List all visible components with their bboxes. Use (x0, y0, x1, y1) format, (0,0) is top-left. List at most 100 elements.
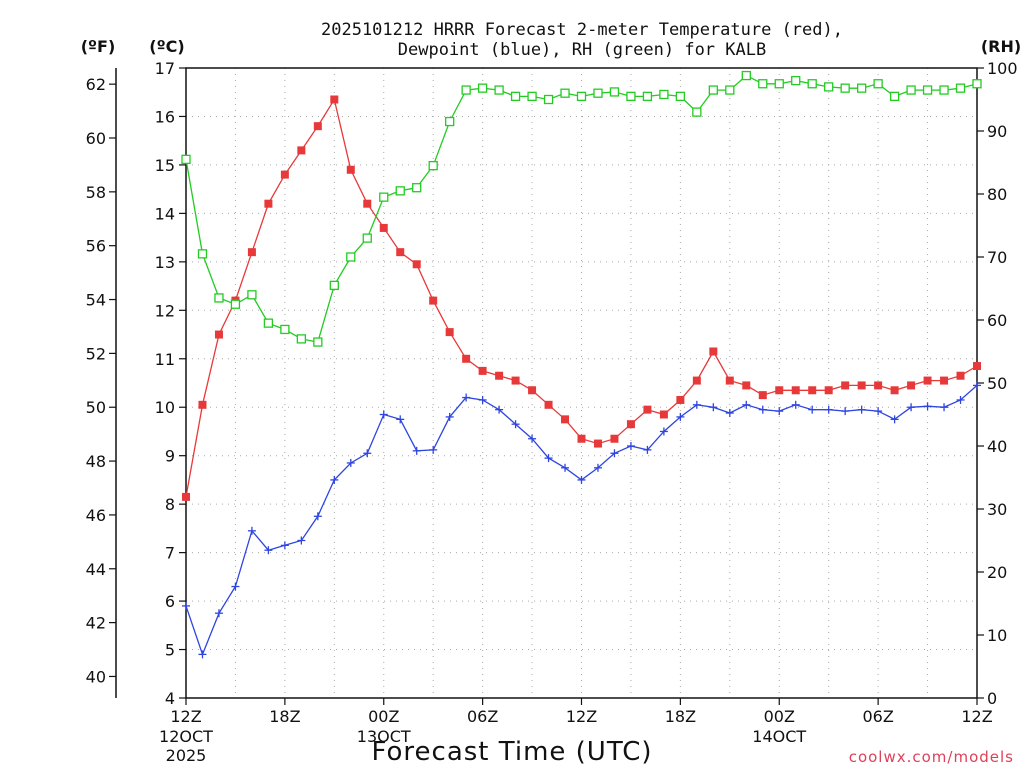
x-tick-sublabel: 13OCT (357, 727, 411, 746)
fahrenheit-tick-label: 62 (86, 75, 106, 94)
x-tick-label: 12Z (961, 707, 992, 726)
dewpoint-point (857, 405, 866, 414)
rh-point (296, 334, 307, 344)
rh-point (362, 233, 372, 243)
temperature-point (330, 95, 339, 104)
fahrenheit-tick-label: 54 (86, 291, 106, 310)
rh-point (758, 79, 768, 89)
fahrenheit-unit-label: (ºF) (81, 37, 116, 56)
dewpoint-point (313, 512, 322, 521)
temperature-point (857, 381, 866, 390)
dewpoint-point (709, 403, 718, 412)
temperature-point (297, 146, 306, 155)
rh-point (197, 249, 208, 259)
fahrenheit-tick-label: 50 (86, 398, 106, 417)
fahrenheit-tick-label: 56 (86, 237, 106, 256)
rh-point (445, 116, 455, 127)
rh-tick-label: 60 (987, 311, 1007, 330)
celsius-tick-label: 17 (155, 59, 175, 78)
temperature-point (313, 122, 322, 131)
celsius-tick-label: 11 (155, 350, 175, 369)
temperature-point (890, 386, 899, 395)
temperature-point (808, 386, 817, 395)
dewpoint-point (973, 381, 981, 390)
dewpoint-point (561, 463, 570, 472)
celsius-tick-label: 7 (165, 544, 175, 563)
rh-point (972, 79, 982, 89)
temperature-point (495, 371, 504, 380)
dewpoint-point (643, 445, 652, 454)
rh-point (807, 79, 817, 89)
dewpoint-point (330, 475, 339, 484)
rh-point (642, 91, 653, 101)
dewpoint-point (280, 541, 289, 550)
rh-unit-label: (RH) (981, 37, 1021, 56)
dewpoint-point (610, 449, 619, 458)
dewpoint-point (495, 405, 504, 414)
dewpoint-point (544, 454, 553, 463)
rh-tick-label: 100 (987, 59, 1018, 78)
dewpoint-point (462, 393, 471, 402)
temperature-point (956, 371, 965, 380)
temperature-point (643, 405, 652, 414)
temperature-point (659, 410, 668, 419)
x-tick-label: 06Z (467, 707, 498, 726)
temperature-point (907, 381, 916, 390)
dewpoint-point (890, 415, 899, 424)
rh-point (609, 87, 620, 97)
x-tick-label: 00Z (764, 707, 795, 726)
x-tick-sublabel: 14OCT (752, 727, 806, 746)
rh-point (856, 83, 867, 93)
x-tick-sublabel: 2025 (166, 746, 207, 765)
temperature-point (725, 376, 734, 385)
temperature-point (874, 381, 883, 390)
dewpoint-point (396, 415, 405, 424)
dewpoint-point (775, 407, 784, 416)
temperature-point (412, 260, 421, 269)
temperature-point (363, 199, 372, 208)
fahrenheit-tick-label: 60 (86, 129, 106, 148)
rh-tick-label: 10 (987, 626, 1007, 645)
dewpoint-point (297, 536, 306, 545)
rh-point (230, 299, 241, 309)
temperature-point (214, 330, 223, 339)
dewpoint-point (923, 402, 932, 411)
rh-point (329, 280, 339, 291)
rh-point (955, 83, 966, 93)
rh-point (692, 107, 702, 117)
temperature-point (791, 386, 800, 395)
x-tick-label: 06Z (862, 707, 893, 726)
rh-point (675, 91, 686, 101)
temperature-point (709, 347, 718, 356)
dewpoint-point (841, 407, 850, 416)
rh-point (791, 75, 801, 86)
rh-point (659, 89, 669, 100)
temperature-point (544, 400, 553, 409)
celsius-tick-label: 14 (155, 204, 175, 223)
dewpoint-point (445, 412, 454, 421)
rh-point (280, 324, 290, 335)
fahrenheit-tick-label: 58 (86, 183, 106, 202)
dewpoint-point (725, 409, 734, 418)
temperature-point (742, 381, 751, 390)
rh-point (626, 91, 636, 101)
chart-title-line-2: Dewpoint (blue), RH (green) for KALB (398, 40, 766, 60)
dewpoint-point (182, 601, 190, 610)
rh-point (708, 85, 718, 95)
dewpoint-point (940, 403, 949, 412)
temperature-point (478, 366, 487, 375)
dewpoint-point (379, 410, 388, 419)
temperature-point (973, 362, 981, 371)
fahrenheit-tick-label: 44 (86, 560, 106, 579)
dewpoint-point (692, 400, 701, 409)
rh-tick-label: 40 (987, 437, 1007, 456)
dewpoint-point (758, 405, 767, 414)
rh-point (181, 154, 191, 165)
rh-point (346, 252, 356, 262)
dewpoint-point (626, 442, 635, 450)
dewpoint-point (198, 650, 207, 659)
credit-text: coolwx.com/models (849, 748, 1014, 766)
x-tick-label: 12Z (566, 707, 597, 726)
temperature-point (511, 376, 520, 385)
rh-point (906, 85, 916, 95)
